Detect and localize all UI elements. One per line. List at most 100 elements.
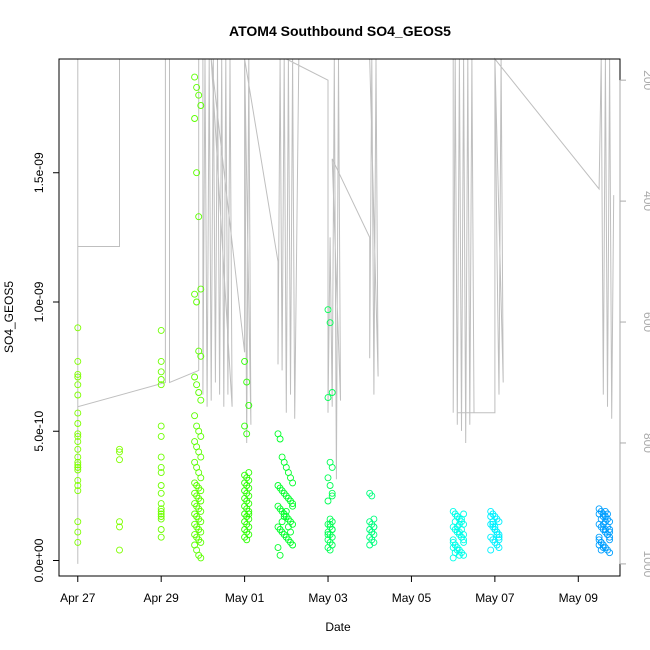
series-8 — [449, 507, 468, 562]
data-point — [197, 396, 205, 404]
pressure-trace-layer — [77, 57, 615, 564]
data-point — [74, 391, 82, 399]
data-point — [604, 510, 611, 518]
data-point — [191, 73, 199, 81]
data-point — [157, 533, 165, 541]
x-axis: Apr 27 Apr 29 May 01 May 03 May 05 May 07 May … — [60, 575, 599, 605]
x-tick-label: Apr 29 — [144, 591, 180, 605]
x-tick-label: May 09 — [559, 591, 599, 605]
data-point — [197, 518, 205, 526]
series-1 — [116, 445, 123, 554]
data-point — [157, 469, 165, 477]
data-point — [74, 518, 82, 526]
series-10 — [595, 505, 614, 557]
right-tick-label: 400 — [641, 191, 650, 211]
data-point — [326, 520, 334, 528]
data-point — [74, 476, 82, 484]
data-point — [74, 370, 82, 378]
data-point — [495, 544, 503, 552]
data-point — [74, 357, 82, 365]
data-point — [287, 528, 294, 536]
x-tick-label: May 03 — [308, 591, 348, 605]
y-tick-label: 1.5e-09 — [32, 152, 46, 193]
data-point — [606, 526, 614, 533]
data-point — [328, 489, 336, 497]
right-tick-label: 200 — [641, 70, 650, 90]
data-point — [243, 536, 251, 544]
data-point — [157, 526, 165, 533]
series-6 — [324, 306, 336, 554]
data-point — [328, 463, 336, 471]
data-point — [197, 497, 205, 505]
data-point — [157, 422, 165, 430]
data-point — [193, 83, 201, 91]
data-point — [191, 412, 199, 420]
y-tick-label: 1.0e-09 — [32, 281, 46, 322]
data-point — [282, 507, 290, 515]
data-point — [197, 487, 205, 495]
data-point — [245, 401, 253, 409]
data-point — [157, 513, 165, 520]
data-point — [74, 324, 82, 332]
series-2 — [157, 326, 165, 541]
data-point — [487, 513, 495, 520]
data-point — [289, 502, 297, 510]
data-point — [157, 507, 165, 515]
data-point — [606, 528, 614, 536]
data-point — [74, 430, 82, 438]
series-9 — [487, 507, 503, 554]
data-point — [243, 430, 251, 438]
data-point — [157, 489, 165, 497]
data-point — [191, 373, 199, 381]
data-point — [157, 432, 165, 440]
data-point — [460, 510, 468, 518]
data-point — [116, 456, 123, 464]
right-axis: 200 400 600 800 1000 — [619, 70, 650, 578]
data-point — [197, 102, 205, 109]
data-point — [328, 389, 336, 396]
data-point — [74, 445, 82, 453]
data-point — [324, 394, 332, 402]
data-point — [243, 378, 251, 386]
data-point — [495, 536, 503, 544]
data-point — [324, 531, 332, 539]
series-5 — [274, 430, 297, 559]
data-point — [326, 546, 334, 554]
plot-frame — [58, 58, 621, 577]
points-layer — [74, 73, 614, 562]
data-point — [326, 482, 334, 489]
y-tick-label: 5.0e-10 — [32, 411, 46, 452]
x-tick-label: May 01 — [225, 591, 265, 605]
data-point — [74, 528, 82, 536]
data-point — [74, 381, 82, 389]
data-point — [74, 438, 82, 446]
data-point — [606, 549, 614, 557]
right-tick-label: 1000 — [641, 551, 650, 578]
data-point — [197, 554, 205, 562]
data-point — [289, 500, 297, 508]
data-point — [197, 507, 205, 515]
data-point — [74, 453, 82, 461]
data-point — [116, 546, 123, 554]
data-point — [326, 319, 334, 327]
data-point — [197, 538, 205, 546]
data-point — [116, 523, 123, 531]
data-point — [274, 544, 282, 552]
data-point — [195, 389, 203, 396]
data-point — [74, 409, 82, 417]
data-point — [157, 357, 165, 365]
y-axis-label: SO4_GEOS5 — [2, 281, 16, 353]
chart-title: ATOM4 Southbound SO4_GEOS5 — [229, 23, 451, 39]
data-point — [276, 435, 284, 443]
pressure-trace-line — [77, 57, 615, 564]
data-point — [197, 432, 205, 440]
series-3 — [191, 73, 205, 562]
data-point — [74, 432, 82, 440]
series-4 — [241, 357, 253, 544]
data-point — [157, 463, 165, 471]
data-point — [328, 492, 336, 500]
data-point — [74, 482, 82, 489]
data-point — [370, 523, 378, 531]
series-7 — [366, 489, 378, 549]
data-point — [74, 538, 82, 546]
